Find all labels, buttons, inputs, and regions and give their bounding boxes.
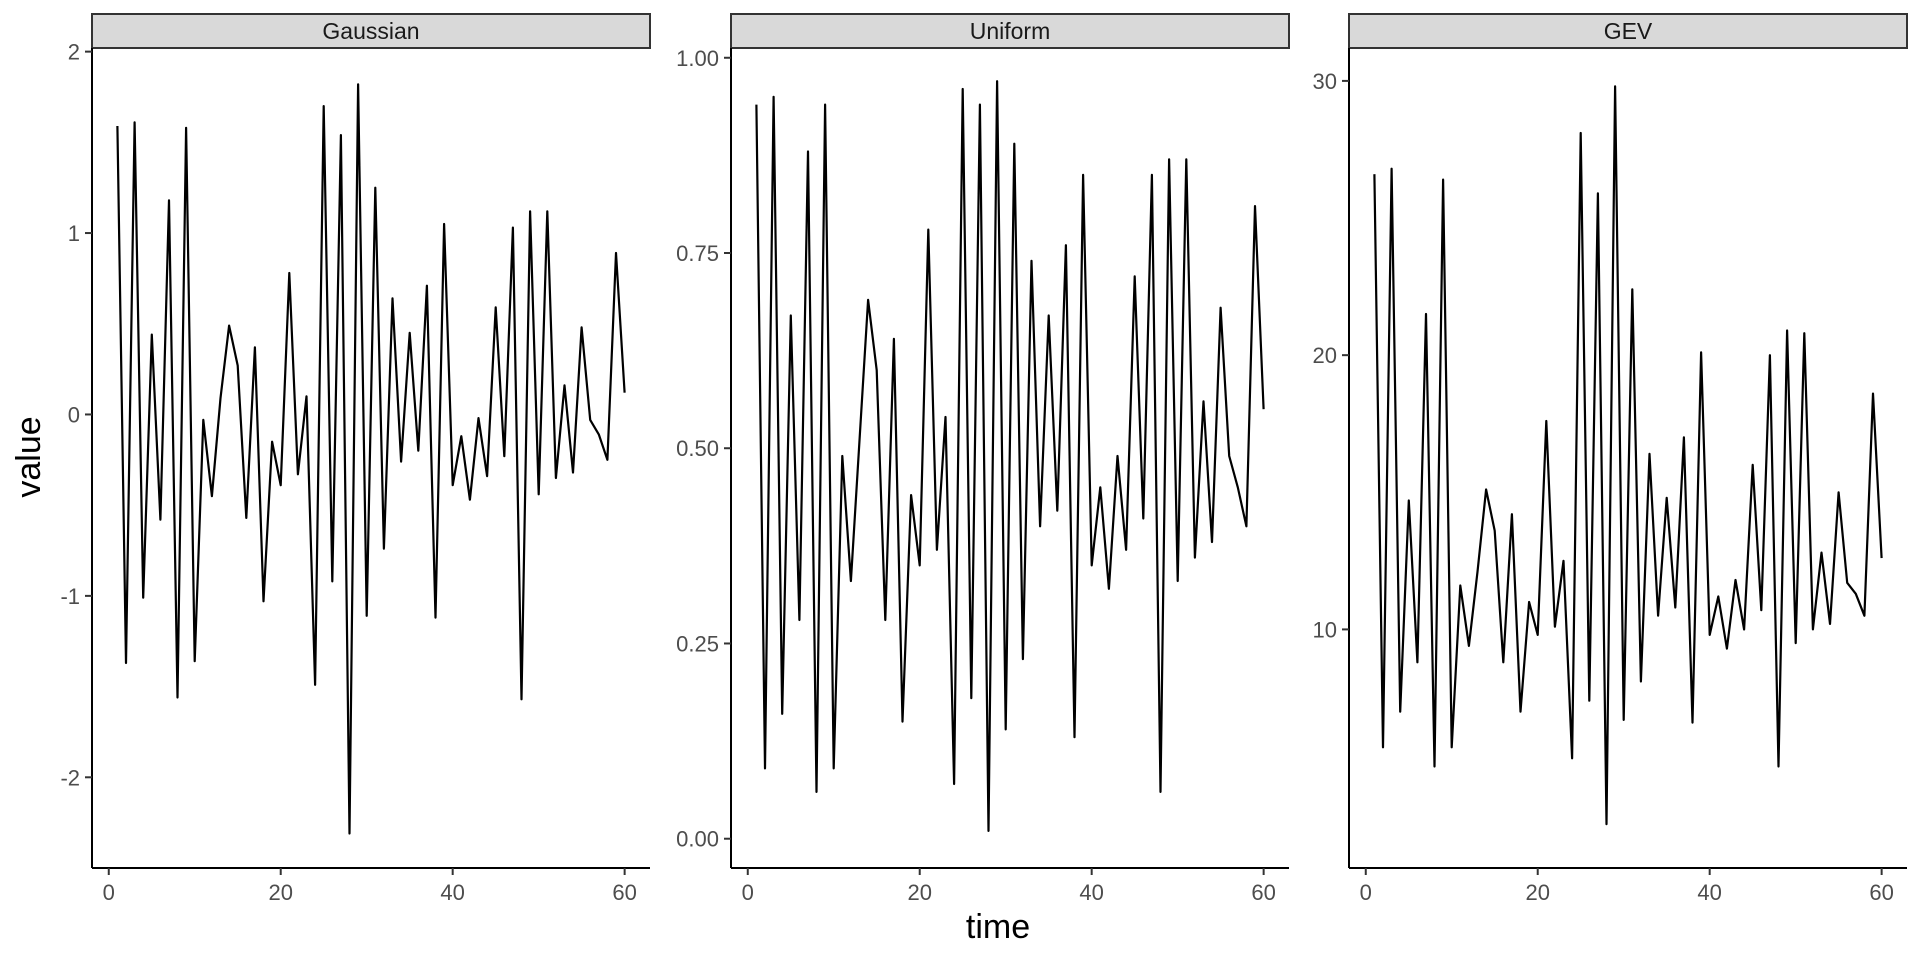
y-tick-label: 0.00 bbox=[676, 827, 719, 852]
y-tick-label: 10 bbox=[1313, 617, 1337, 642]
series-line bbox=[1373, 85, 1883, 826]
x-tick-label: 0 bbox=[1360, 880, 1372, 905]
x-tick-label: 40 bbox=[440, 880, 464, 905]
facet-strip-label: GEV bbox=[1604, 18, 1653, 44]
series-line bbox=[755, 80, 1265, 833]
x-tick-label: 40 bbox=[1079, 880, 1103, 905]
y-tick-label: -1 bbox=[60, 584, 80, 609]
x-axis-title: time bbox=[966, 908, 1030, 946]
x-tick-label: 40 bbox=[1697, 880, 1721, 905]
x-tick-label: 20 bbox=[907, 880, 931, 905]
facet-strip-label: Uniform bbox=[970, 18, 1051, 44]
y-tick-label: 30 bbox=[1313, 69, 1337, 94]
x-tick-label: 60 bbox=[1869, 880, 1893, 905]
y-tick-label: -2 bbox=[60, 765, 80, 790]
x-tick-label: 0 bbox=[103, 880, 115, 905]
series-line bbox=[116, 83, 626, 835]
panel-3: GEV 10 20 30 0 20 40 60 bbox=[1313, 13, 1908, 905]
y-tick-label: 1.00 bbox=[676, 46, 719, 71]
y-tick-label: 0.50 bbox=[676, 436, 719, 461]
y-tick-label: 2 bbox=[68, 40, 80, 65]
facet-strip bbox=[730, 13, 1290, 49]
x-tick-label: 20 bbox=[1525, 880, 1549, 905]
y-axis-title: value bbox=[10, 416, 48, 497]
y-tick-label: 0.75 bbox=[676, 241, 719, 266]
x-tick-label: 0 bbox=[742, 880, 754, 905]
x-tick-label: 60 bbox=[612, 880, 636, 905]
x-tick-label: 60 bbox=[1251, 880, 1275, 905]
x-tick-label: 20 bbox=[268, 880, 292, 905]
y-tick-label: 1 bbox=[68, 221, 80, 246]
facet-strip bbox=[91, 13, 651, 49]
panel-2: Uniform 0.00 0.25 0.50 0.75 1.00 0 20 40 60 bbox=[676, 13, 1290, 905]
y-tick-label: 0 bbox=[68, 402, 80, 427]
facet-strip-label: Gaussian bbox=[322, 18, 419, 44]
facet-strip bbox=[1348, 13, 1908, 49]
y-tick-label: 0.25 bbox=[676, 631, 719, 656]
y-tick-label: 20 bbox=[1313, 343, 1337, 368]
